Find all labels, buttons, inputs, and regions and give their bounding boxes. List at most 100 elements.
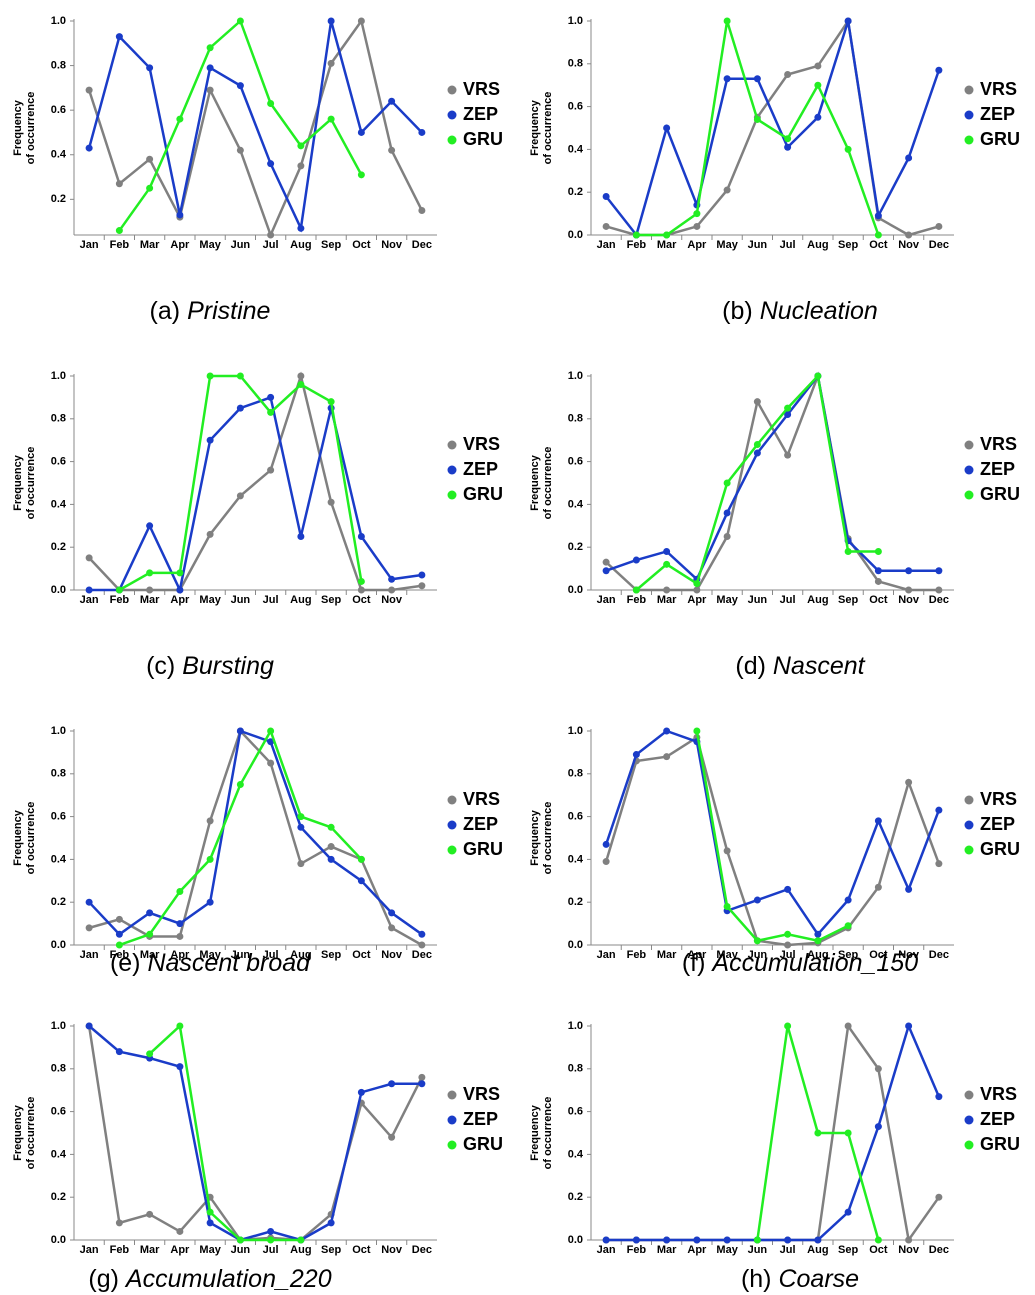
point [115,227,123,235]
y-axis-label: Frequency [529,809,541,866]
point [267,160,275,168]
point [85,144,93,152]
point [935,1093,943,1101]
y-axis-label: Frequency [12,1104,24,1161]
point [935,806,943,814]
point [905,567,913,575]
point [753,896,761,904]
y-tick-label: 0.4 [51,498,67,510]
legend-label: VRS [980,789,1017,809]
legend-label: VRS [980,79,1017,99]
point [844,17,852,25]
x-tick-label: May [199,1244,221,1256]
point [297,224,305,232]
x-tick-label: Mar [140,1244,160,1256]
x-tick-label: Mar [657,949,677,961]
x-tick-label: Mar [140,594,160,606]
point [874,1123,882,1131]
legend-marker [447,795,457,805]
caption-label: (h) [741,1265,772,1293]
caption-title: Coarse [778,1265,859,1293]
point [357,128,365,136]
point [874,883,882,891]
point [753,1236,761,1244]
point [723,902,731,910]
point [663,753,671,761]
point [236,372,244,380]
legend-label: VRS [980,1084,1017,1104]
y-tick-label: 0.8 [51,768,66,780]
point [874,577,882,585]
x-tick-label: Feb [627,239,647,251]
x-tick-label: Dec [929,1244,949,1256]
point [236,17,244,25]
legend-label: VRS [463,789,500,809]
caption-title: Nascent broad [147,949,311,977]
point [418,128,426,136]
x-tick-label: Aug [807,949,828,961]
point [146,569,154,577]
point [176,1063,184,1071]
point [236,781,244,788]
x-tick-label: Apr [687,239,707,251]
point [206,436,214,444]
point [753,75,761,83]
y-tick-label: 0.2 [568,896,583,908]
legend-marker [964,1115,974,1125]
x-tick-label: Jan [597,949,616,961]
point [388,586,396,594]
point [176,932,184,940]
point [267,99,275,107]
legend-label: GRU [463,129,503,149]
x-tick-label: May [716,1244,738,1256]
x-tick-label: May [199,949,221,961]
point [146,155,154,163]
point [844,145,852,153]
y-axis-label: Frequency [12,99,24,156]
x-tick-label: Oct [352,239,371,251]
caption-label: (g) [88,1265,119,1293]
point [602,858,610,866]
legend-marker [964,820,974,830]
series-line [87,1025,423,1242]
x-tick-label: Apr [170,594,190,606]
y-axis-label: of occurrence [542,1097,554,1170]
series-line [88,728,423,947]
point [388,97,396,105]
point [632,751,640,759]
point [176,115,184,123]
y-tick-label: 0.2 [51,541,66,553]
point [388,575,396,583]
caption: (c) Bursting [146,652,274,680]
x-tick-label: Dec [929,949,949,961]
point [784,930,792,938]
point [753,937,761,945]
point [814,62,822,70]
caption-title: Nucleation [760,297,878,325]
x-tick-label: Aug [807,594,828,606]
point [267,759,275,767]
y-axis-label: of occurrence [25,802,37,875]
point [357,577,365,585]
point [874,212,882,220]
point [844,1129,852,1137]
x-tick-label: Mar [140,949,160,961]
x-tick-label: Feb [627,949,647,961]
y-tick-label: 0.6 [51,104,66,116]
point [357,586,365,594]
x-tick-label: Aug [290,1244,311,1256]
y-tick-label: 0.0 [51,1234,66,1246]
point [206,898,214,906]
point [602,558,610,566]
point [905,1022,913,1030]
x-tick-label: Nov [381,239,403,251]
x-tick-label: Oct [352,1244,371,1256]
x-tick-label: Jul [780,949,796,961]
x-tick-label: Jul [263,594,279,606]
point [327,398,335,406]
y-tick-label: 0.2 [51,1191,66,1203]
x-tick-label: Jan [597,239,616,251]
x-tick-label: Nov [898,594,920,606]
y-tick-label: 0.6 [51,456,66,468]
y-axis-label: of occurrence [25,447,37,520]
